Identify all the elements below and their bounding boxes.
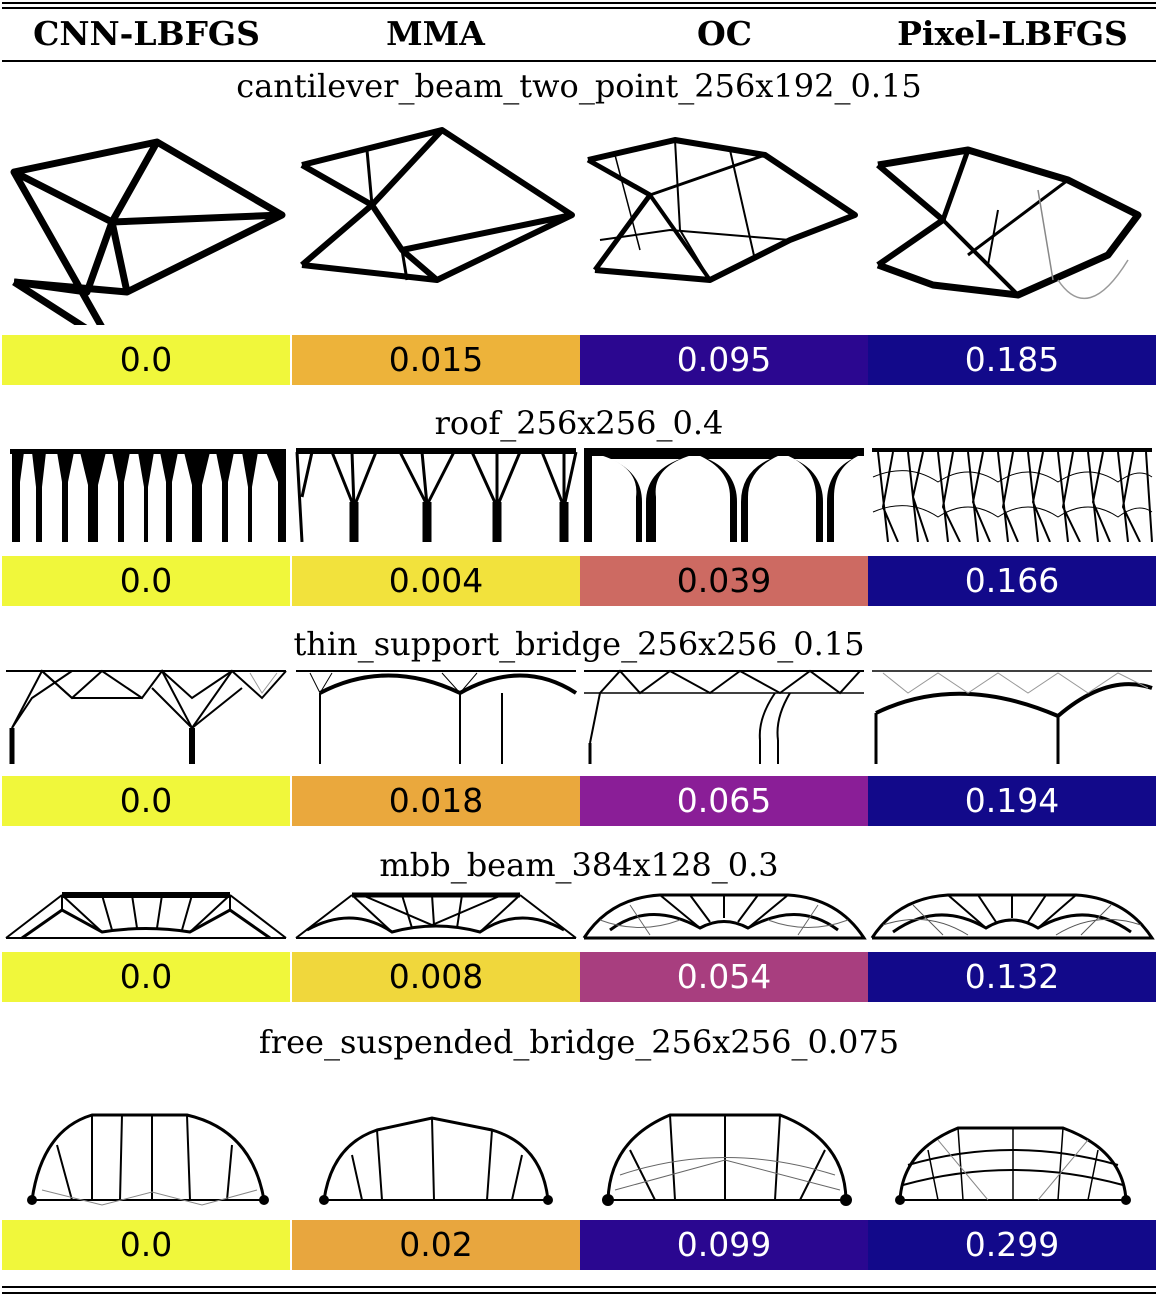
value-cantilever-mma: 0.015 [292, 335, 580, 385]
design-suspended-cnn-lbfgs [2, 1100, 290, 1212]
value-mbb-pixel-lbfgs: 0.132 [868, 952, 1156, 1002]
table-bottom-rule-2 [2, 1292, 1156, 1294]
column-header-cnn-lbfgs: CNN-LBFGS [33, 14, 260, 53]
design-cantilever-oc [580, 120, 868, 325]
design-roof-oc [580, 447, 868, 542]
table-top-rule-2 [2, 7, 1156, 9]
value-thin-bridge-pixel-lbfgs: 0.194 [868, 776, 1156, 826]
column-header-pixel-lbfgs: Pixel-LBFGS [897, 14, 1128, 53]
problem-title-roof: roof_256x256_0.4 [434, 404, 724, 442]
design-cantilever-pixel-lbfgs [868, 120, 1156, 325]
value-cantilever-oc: 0.095 [580, 335, 868, 385]
value-roof-oc: 0.039 [580, 556, 868, 606]
value-roof-pixel-lbfgs: 0.166 [868, 556, 1156, 606]
design-mbb-oc [580, 890, 868, 942]
problem-title-thin-support-bridge: thin_support_bridge_256x256_0.15 [293, 625, 865, 663]
header-rule [2, 60, 1156, 62]
value-mbb-oc: 0.054 [580, 952, 868, 1002]
table-bottom-rule-1 [2, 1286, 1156, 1288]
value-mbb-cnn-lbfgs: 0.0 [2, 952, 290, 1002]
design-roof-mma [292, 447, 580, 542]
design-cantilever-cnn-lbfgs [2, 120, 290, 325]
design-thin-bridge-cnn-lbfgs [2, 668, 290, 764]
value-thin-bridge-oc: 0.065 [580, 776, 868, 826]
value-thin-bridge-mma: 0.018 [292, 776, 580, 826]
design-roof-pixel-lbfgs [868, 447, 1156, 542]
design-cantilever-mma [292, 120, 580, 325]
design-roof-cnn-lbfgs [2, 447, 290, 542]
value-roof-mma: 0.004 [292, 556, 580, 606]
design-suspended-mma [292, 1100, 580, 1212]
design-mbb-pixel-lbfgs [868, 890, 1156, 942]
value-suspended-cnn-lbfgs: 0.0 [2, 1220, 290, 1270]
value-cantilever-pixel-lbfgs: 0.185 [868, 335, 1156, 385]
design-thin-bridge-mma [292, 668, 580, 764]
design-mbb-mma [292, 890, 580, 942]
problem-title-free-suspended-bridge: free_suspended_bridge_256x256_0.075 [258, 1023, 900, 1061]
problem-title-cantilever: cantilever_beam_two_point_256x192_0.15 [236, 67, 922, 105]
value-suspended-pixel-lbfgs: 0.299 [868, 1220, 1156, 1270]
design-thin-bridge-pixel-lbfgs [868, 668, 1156, 764]
value-suspended-mma: 0.02 [292, 1220, 580, 1270]
value-cantilever-cnn-lbfgs: 0.0 [2, 335, 290, 385]
value-mbb-mma: 0.008 [292, 952, 580, 1002]
design-thin-bridge-oc [580, 668, 868, 764]
table-top-rule-1 [2, 2, 1156, 4]
design-suspended-pixel-lbfgs [868, 1100, 1156, 1212]
column-header-oc: OC [696, 14, 752, 53]
value-thin-bridge-cnn-lbfgs: 0.0 [2, 776, 290, 826]
design-suspended-oc [580, 1100, 868, 1212]
problem-title-mbb-beam: mbb_beam_384x128_0.3 [379, 846, 779, 884]
value-roof-cnn-lbfgs: 0.0 [2, 556, 290, 606]
value-suspended-oc: 0.099 [580, 1220, 868, 1270]
design-mbb-cnn-lbfgs [2, 890, 290, 942]
column-header-mma: MMA [386, 14, 485, 53]
